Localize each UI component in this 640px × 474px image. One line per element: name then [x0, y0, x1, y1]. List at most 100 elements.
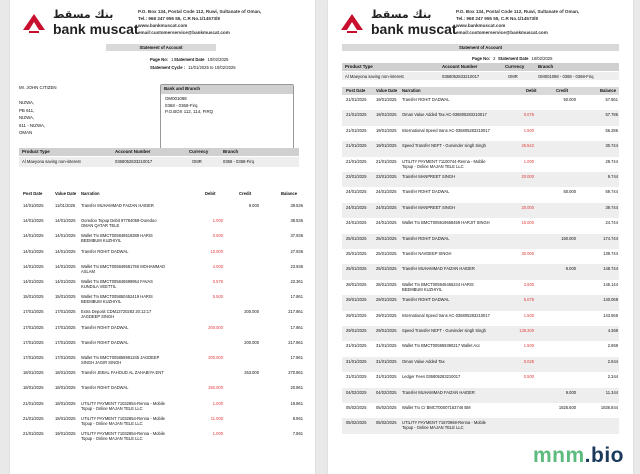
transaction-row: 24/01/2025 24/01/2025 Transfer ROHIT DADWA…: [342, 187, 619, 202]
branch-line: 0368 - 0368-Firq: [165, 102, 198, 108]
product-table-row: Al Maeyona saving non-interest 036805283…: [342, 72, 619, 80]
transaction-row: 28/01/2025 28/01/2025 Wallet Trx BMCT00594…: [342, 280, 619, 295]
narration: Speed Transfer NEFT - Gurvinder singh Si…: [402, 328, 486, 333]
balance: 270.861: [288, 370, 303, 376]
narration: Transfer ROHIT DADWAL: [402, 97, 450, 102]
credit: 9.000: [565, 266, 576, 272]
value-date: 25/01/2025: [376, 235, 397, 241]
balance: 174.744: [603, 235, 618, 241]
narration: UTILITY PAYMENT 71670968-Renna - Mobile …: [402, 420, 486, 431]
value-date: 15/01/2025: [55, 294, 76, 300]
debit: 1.000: [212, 431, 223, 436]
narration: Transfer MANPREET SINGH: [402, 174, 456, 179]
debit: 15.000: [521, 220, 534, 226]
balance: 2.344: [607, 374, 618, 380]
post-date: 18/01/2025: [23, 385, 44, 391]
value-date: 14/01/2025: [55, 218, 76, 224]
transaction-row: 24/01/2025 24/01/2025 Transfer MANPREET SI…: [342, 202, 619, 219]
transaction-row: 14/01/2025 14/01/2025 Transfer ROHIT DADWA…: [19, 247, 303, 262]
narration: Oman Value Added Tax AC-036805283210017: [402, 112, 487, 118]
narration: Transfer ROHIT DADWAL: [402, 189, 450, 195]
debit: 10.000: [210, 248, 223, 254]
transaction-row: 05/02/2025 05/02/2025 UTILITY PAYMENT 7167…: [342, 418, 619, 434]
post-date: 29/01/2025: [346, 328, 367, 333]
post-date: 15/01/2025: [23, 294, 44, 300]
narration: Wallet Trx BMCT005849581750 MOHAMMAD ASL…: [81, 263, 166, 274]
product-table-row: Al Maeyona saving non-interest 036805283…: [19, 157, 299, 167]
page-number: Page No: 2: [472, 56, 496, 61]
narration: UTILITY PAYMENT 71032854-Renna - Mobile …: [81, 431, 165, 441]
narration: Wallet Trx BMCT005848699954 FAVAS KUNDIL…: [81, 279, 153, 289]
narration: Ooredoo Topup Debit 97784059-Ooredoo OMA…: [81, 218, 157, 229]
branch-line: OM001098: [165, 96, 187, 101]
value-date: 05/02/2025: [376, 420, 397, 426]
transaction-row: 29/01/2025 29/01/2025 Transfer ROHIT DADWA…: [342, 295, 619, 311]
value-date: 18/01/2025: [55, 370, 76, 376]
bank-info-line: email:customerservice@bankmuscat.com: [456, 30, 548, 35]
value-date: 23/01/2025: [376, 174, 397, 179]
value-date: 21/01/2025: [376, 158, 397, 164]
debit: 200.000: [208, 324, 223, 330]
balance: 57.861: [605, 97, 618, 102]
post-date: 31/01/2025: [346, 343, 367, 349]
transaction-row: 05/02/2025 05/02/2025 Wallet Trx Cr BMCT00…: [342, 403, 619, 418]
product-table-header: Product Type Account Number Currency Bra…: [19, 148, 299, 156]
narration: Wallet Trx BMCT005919668459 HARJIT SINGH: [402, 220, 490, 226]
debit: 20.000: [521, 204, 534, 210]
debit: 4.000: [212, 263, 223, 269]
credit: 50.000: [563, 97, 576, 102]
transaction-row: 21/01/2025 19/01/2025 Transfer ROHIT DADWA…: [342, 95, 619, 110]
bank-info-line: email:customerservice@bankmuscat.com: [138, 30, 230, 35]
narration: Transfer ROHIT DADWAL: [81, 248, 129, 254]
transaction-row: 14/01/2025 14/01/2025 Wallet Trx BMCT00584…: [19, 262, 303, 277]
transaction-row: 17/01/2025 17/01/2025 Transfer ROHIT DADWA…: [19, 338, 303, 353]
post-date: 21/01/2025: [23, 431, 44, 436]
bank-info-line: P.O. Box 134, Postal Code 112, Ruwi, Sul…: [456, 9, 580, 14]
narration: Oman Value Added Tax: [402, 358, 445, 364]
narration: International Speed trans AC-03680528321…: [402, 127, 490, 133]
product-table-header: Product Type Account Number Currency Bra…: [342, 63, 619, 71]
narration: Transfer ROHIT DADWAL: [402, 235, 450, 241]
debit: 1.000: [212, 218, 223, 224]
balance: 37.936: [290, 233, 303, 239]
value-date: 19/01/2025: [376, 143, 397, 149]
post-date: 14/01/2025: [23, 279, 44, 284]
value-date: 05/02/2025: [376, 405, 397, 410]
post-date: 05/02/2025: [346, 420, 367, 426]
value-date: 14/01/2025: [55, 279, 76, 284]
transaction-row: 31/01/2025 31/01/2025 Ledger Fees 03680528…: [342, 372, 619, 387]
debit: 1.000: [523, 158, 534, 164]
address-line: OMAN: [19, 130, 33, 135]
transaction-row: 17/01/2025 17/01/2025 Transfer ROHIT DADWA…: [19, 323, 303, 338]
statement-page-1: بنك مسقط bank muscat P.O. Box 134, Posta…: [10, 0, 315, 474]
post-date: 17/01/2025: [23, 324, 44, 330]
bank-contact-info: P.O. Box 134, Postal Code 112, Ruwi, Sul…: [456, 8, 579, 36]
bank-logo: بنك مسقط bank muscat: [20, 8, 139, 38]
post-date: 18/01/2025: [23, 370, 44, 376]
narration: Transfer ROHIT DADWAL: [81, 339, 129, 345]
value-date: 31/01/2025: [376, 343, 397, 349]
value-date: 25/01/2025: [376, 251, 397, 256]
post-date: 14/01/2025: [23, 263, 44, 269]
debit: 5.500: [212, 294, 223, 300]
credit: 200.000: [244, 309, 259, 315]
bank-muscat-logo-icon: [23, 14, 45, 33]
credit: 50.000: [563, 189, 576, 195]
value-date: 31/01/2025: [376, 358, 397, 364]
credit: 9.000: [565, 389, 576, 395]
value-date: 14/01/2025: [55, 248, 76, 254]
statement-page-2: بنك مسقط bank muscat P.O. Box 134, Posta…: [328, 0, 633, 474]
transaction-row: 24/01/2025 24/01/2025 Wallet Trx BMCT00591…: [342, 218, 619, 233]
debit: 1.500: [523, 312, 534, 318]
narration: Wallet Trx BMCT005850452419 HARIS BEEMBU…: [81, 294, 153, 305]
value-date: 18/01/2025: [55, 415, 76, 421]
bank-info-line: www.bankmuscat.com: [456, 23, 506, 28]
transactions-header: Post Date Value Date Narration Debit Cre…: [23, 191, 298, 196]
transaction-row: 14/01/2025 14/01/2025 Ooredoo Topup Debit …: [19, 216, 303, 231]
balance: 29.744: [605, 158, 618, 164]
value-date: 28/01/2025: [376, 281, 397, 287]
bank-info-line: Tel.: 968 247 955 55, C.R No.1/14573/8: [456, 16, 538, 21]
balance: 23.361: [290, 279, 303, 284]
value-date: 29/01/2025: [376, 328, 397, 333]
post-date: 31/01/2025: [346, 374, 367, 380]
